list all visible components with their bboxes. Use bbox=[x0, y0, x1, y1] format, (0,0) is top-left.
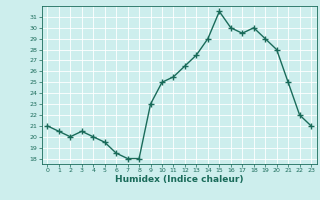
X-axis label: Humidex (Indice chaleur): Humidex (Indice chaleur) bbox=[115, 175, 244, 184]
